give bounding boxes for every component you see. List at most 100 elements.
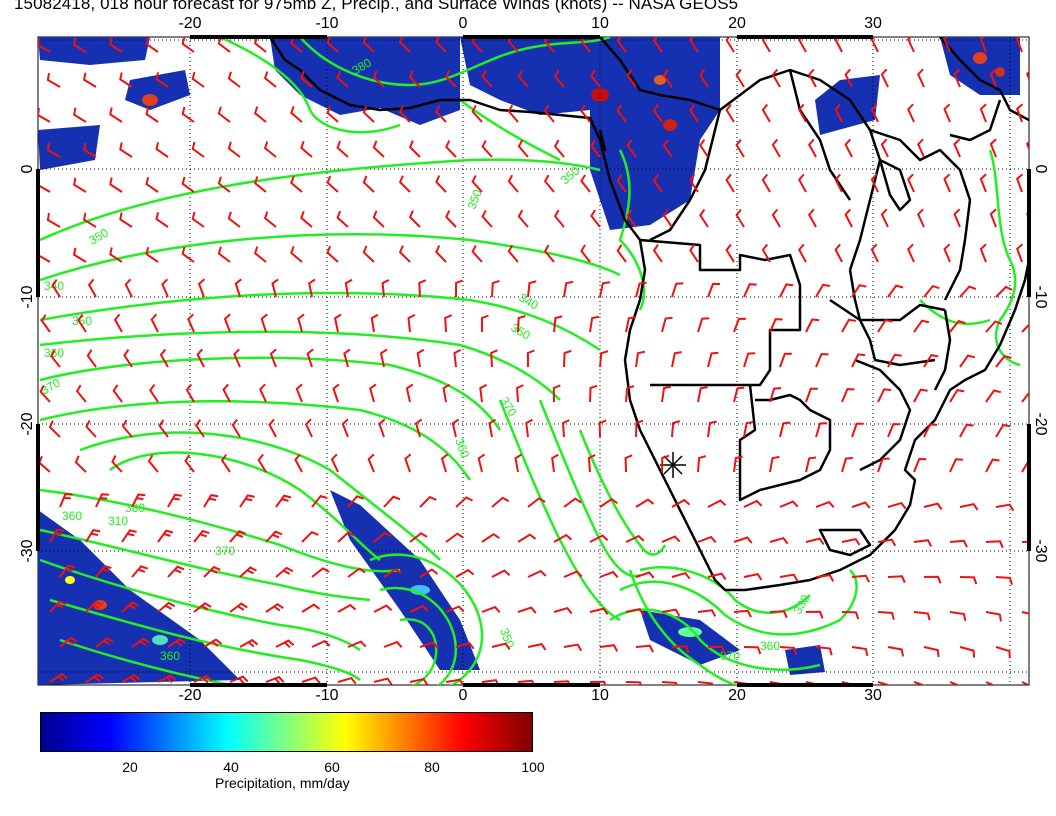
wind-barb xyxy=(735,208,745,228)
wind-barb xyxy=(769,610,788,619)
wind-barb xyxy=(590,139,601,158)
wind-barb xyxy=(46,212,61,228)
lon-tick-top: 0 xyxy=(459,15,468,32)
wind-barb xyxy=(275,566,294,578)
wind-barb xyxy=(877,611,895,620)
precip-core xyxy=(654,75,666,85)
wind-barb xyxy=(598,419,607,438)
wind-barb xyxy=(887,284,904,298)
wind-barb xyxy=(220,454,231,473)
wind-barb xyxy=(979,243,987,263)
wind-barb xyxy=(362,105,375,123)
wind-barb xyxy=(887,646,904,657)
wind-barb xyxy=(743,421,754,438)
wind-barb xyxy=(771,208,781,228)
wind-barb xyxy=(157,601,176,613)
wind-barb xyxy=(624,454,633,473)
wind-barb xyxy=(435,105,447,123)
wind-barb xyxy=(378,418,386,438)
wind-barb xyxy=(580,174,591,193)
wind-barb xyxy=(949,611,967,622)
wind-barb xyxy=(445,605,465,613)
wind-barb xyxy=(707,499,727,508)
wind-barb xyxy=(370,313,379,333)
wind-barb xyxy=(985,458,1000,473)
wind-barb xyxy=(959,502,979,511)
wind-barb xyxy=(841,537,861,546)
wind-barb xyxy=(121,419,133,438)
wind-barb xyxy=(959,354,976,368)
wind-barb xyxy=(409,532,428,543)
wind-barb xyxy=(72,247,87,263)
wind-barb xyxy=(455,641,475,650)
wind-barb xyxy=(217,176,231,193)
wind-barb xyxy=(887,353,902,368)
wind-barb xyxy=(491,496,510,508)
wind-barb xyxy=(707,282,721,298)
lon-tick-top: 10 xyxy=(591,15,609,32)
wind-barb xyxy=(743,352,756,368)
wind-barb xyxy=(471,244,483,263)
wind-barb xyxy=(383,495,401,508)
wind-barb xyxy=(40,314,51,333)
wind-barb xyxy=(769,387,782,403)
wind-barb xyxy=(471,104,483,123)
wind-barb xyxy=(49,528,64,543)
wind-barb xyxy=(85,419,97,438)
wind-barb xyxy=(949,458,963,473)
wind-barb xyxy=(311,639,331,648)
wind-barb xyxy=(625,316,636,333)
wind-barb xyxy=(157,674,177,683)
lon-tick-top: 20 xyxy=(728,15,746,32)
wind-barb xyxy=(959,646,976,658)
wind-barb xyxy=(671,498,691,508)
wind-barb xyxy=(326,105,339,123)
contour-label: 360 xyxy=(452,436,472,460)
wind-barb xyxy=(343,348,351,368)
wind-barb xyxy=(841,318,856,333)
wind-barb xyxy=(229,602,248,613)
wind-barb xyxy=(797,243,807,263)
wind-barb xyxy=(72,37,87,53)
wind-barb xyxy=(953,68,961,88)
wind-barb xyxy=(616,104,627,123)
wind-barb xyxy=(989,68,997,88)
wind-barb xyxy=(347,640,367,648)
wind-barb xyxy=(807,208,817,228)
wind-barb xyxy=(880,138,889,158)
precip-region xyxy=(38,37,150,65)
wind-barb xyxy=(1026,140,1029,152)
precip-core xyxy=(152,635,168,645)
wind-barb xyxy=(445,140,457,158)
wind-barb xyxy=(481,69,493,88)
wind-barb xyxy=(445,678,465,685)
wind-barb xyxy=(260,313,268,333)
wind-barb xyxy=(815,353,829,368)
wind-barb xyxy=(985,540,1004,549)
lat-tick-left: -30 xyxy=(19,539,36,562)
wind-barb xyxy=(257,453,267,473)
precip-region xyxy=(940,37,1020,95)
wind-barb xyxy=(233,348,241,368)
colorbar-tick: 40 xyxy=(223,759,239,775)
wind-barb xyxy=(217,37,231,53)
colorbar-label: Precipitation, mm/day xyxy=(215,775,350,791)
wind-barb xyxy=(271,278,279,298)
wind-barb xyxy=(453,349,462,368)
wind-barb xyxy=(490,349,498,368)
wind-barb xyxy=(616,244,627,263)
precip-core xyxy=(142,94,158,106)
wind-barb xyxy=(131,637,150,648)
wind-barb xyxy=(435,37,447,53)
wind-barb xyxy=(553,680,571,685)
wind-barb xyxy=(191,141,205,158)
wind-barb xyxy=(85,673,105,683)
wind-barb xyxy=(381,279,390,298)
wind-barb xyxy=(870,243,879,263)
wind-barb xyxy=(844,68,853,88)
wind-barb xyxy=(49,600,67,613)
colorbar-tick: 20 xyxy=(122,759,138,775)
wind-barb xyxy=(995,285,1013,298)
wind-barb xyxy=(661,608,681,617)
wind-barb xyxy=(367,453,375,473)
